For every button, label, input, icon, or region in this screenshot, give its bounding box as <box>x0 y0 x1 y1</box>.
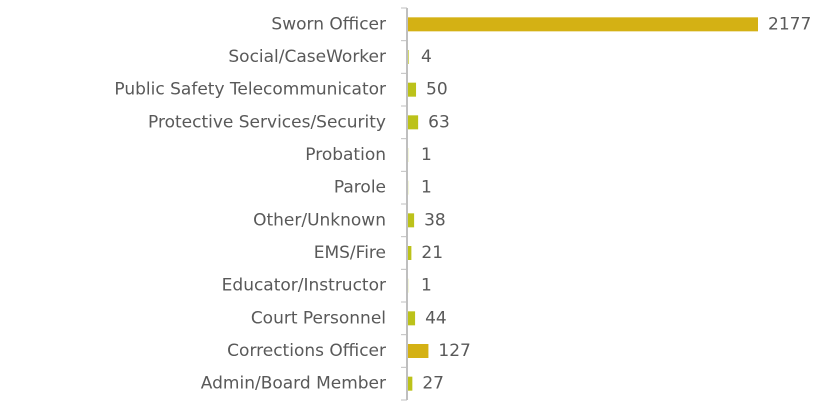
bar <box>408 376 413 391</box>
category-label: Admin/Board Member <box>201 374 386 394</box>
value-label: 127 <box>438 341 470 361</box>
value-label: 4 <box>421 47 432 67</box>
category-label: Sworn Officer <box>271 14 386 34</box>
value-label: 38 <box>424 210 446 230</box>
bar <box>408 115 419 130</box>
value-label: 21 <box>421 243 443 263</box>
category-label: Educator/Instructor <box>222 276 386 296</box>
value-label: 1 <box>421 276 432 296</box>
value-label: 63 <box>428 112 450 132</box>
category-label: EMS/Fire <box>314 243 386 263</box>
category-label: Social/CaseWorker <box>228 47 386 67</box>
category-label: Court Personnel <box>251 308 386 328</box>
bar <box>408 82 417 97</box>
bar <box>408 311 416 326</box>
value-label: 27 <box>422 374 444 394</box>
category-label: Parole <box>334 178 386 198</box>
bar <box>408 246 412 260</box>
value-label: 44 <box>425 308 447 328</box>
bar <box>408 50 409 64</box>
category-label: Protective Services/Security <box>148 112 386 132</box>
bar <box>408 213 415 228</box>
bar <box>408 344 429 358</box>
value-label: 2177 <box>768 14 811 34</box>
value-label: 50 <box>426 80 448 100</box>
bar <box>408 17 758 32</box>
category-label: Corrections Officer <box>227 341 386 361</box>
category-label: Other/Unknown <box>253 210 386 230</box>
value-label: 1 <box>421 178 432 198</box>
value-label: 1 <box>421 145 432 165</box>
category-label: Public Safety Telecommunicator <box>114 80 386 100</box>
category-label: Probation <box>305 145 386 165</box>
